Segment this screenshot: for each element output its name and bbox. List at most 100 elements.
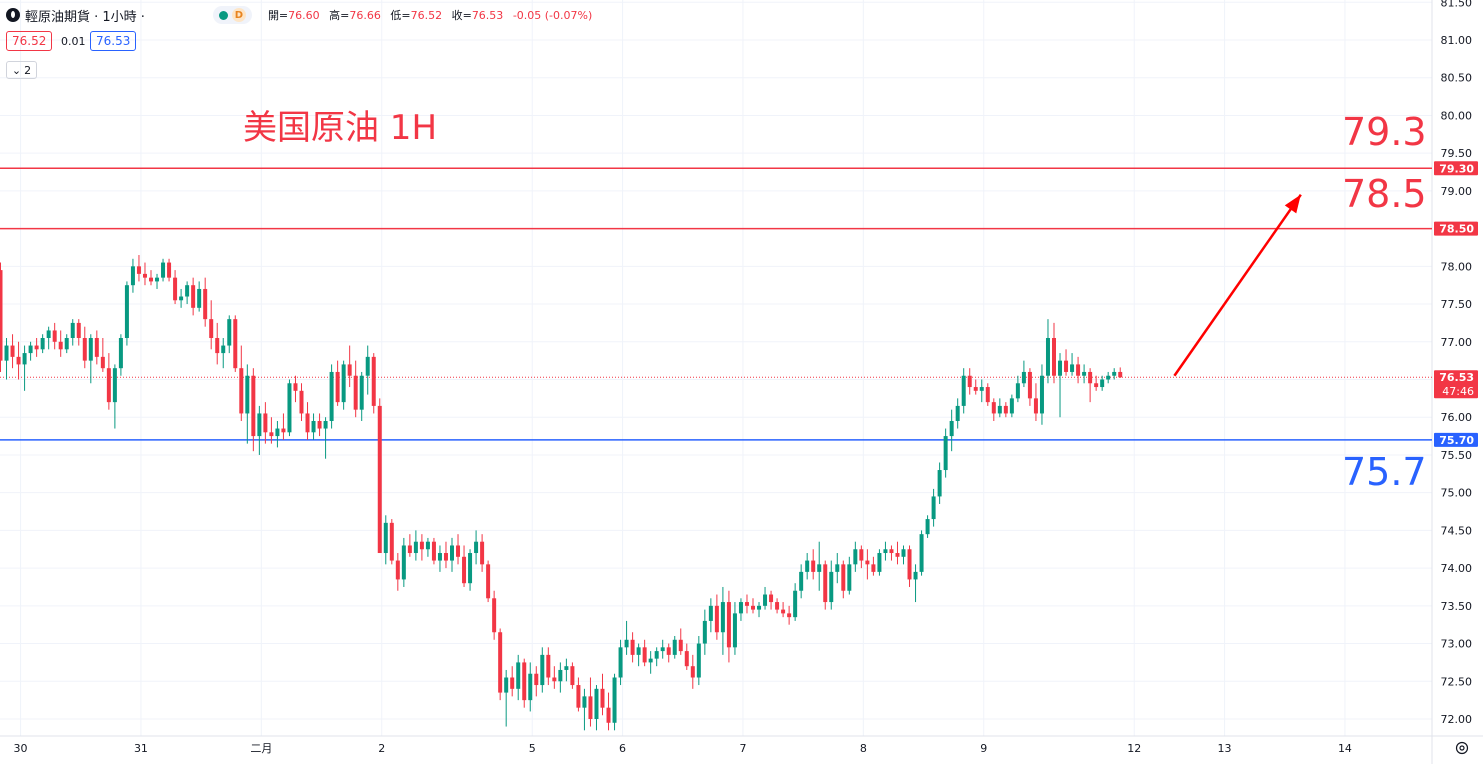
level-label-mid: 78.5 bbox=[1342, 172, 1427, 216]
candle-body bbox=[401, 545, 406, 580]
market-status[interactable]: D bbox=[212, 6, 252, 24]
candle-body bbox=[28, 345, 33, 354]
x-tick-label: 5 bbox=[529, 742, 536, 755]
candle-body bbox=[516, 662, 521, 689]
symbol-title[interactable]: 輕原油期貨 · 1小時 · bbox=[25, 9, 145, 25]
candle-body bbox=[991, 402, 996, 414]
candle-body bbox=[450, 545, 454, 561]
candle-body bbox=[118, 338, 123, 369]
candle-body bbox=[540, 654, 545, 686]
level-price-tag bbox=[1434, 161, 1478, 176]
candle-body bbox=[1082, 371, 1087, 376]
candle-body bbox=[805, 560, 810, 572]
x-tick-label: 30 bbox=[14, 742, 28, 755]
x-tick-label: 7 bbox=[739, 742, 746, 755]
candle-body bbox=[425, 541, 430, 550]
candle-body bbox=[64, 338, 69, 350]
candle-body bbox=[209, 319, 214, 339]
candle-body bbox=[696, 643, 701, 678]
candle-body bbox=[552, 677, 557, 682]
y-tick-label: 81.00 bbox=[1441, 34, 1473, 47]
candle-body bbox=[564, 666, 569, 670]
candle-body bbox=[40, 338, 45, 350]
candle-body bbox=[636, 647, 641, 655]
candle-body bbox=[299, 390, 304, 414]
indicators-toggle-button[interactable]: ⌄ 2 bbox=[6, 61, 37, 79]
candle-body bbox=[419, 541, 424, 550]
candle-body bbox=[179, 296, 184, 301]
ohlc-readout: 開=76.60 高=76.66 低=76.52 收=76.53 -0.05 (-… bbox=[267, 9, 593, 22]
candle-body bbox=[269, 432, 274, 437]
level-price-tag bbox=[1434, 221, 1478, 236]
candle-body bbox=[612, 677, 617, 723]
sell-price-button[interactable]: 76.52 bbox=[6, 31, 53, 51]
candle-body bbox=[305, 413, 310, 433]
candle-body bbox=[341, 364, 346, 403]
buy-price-button[interactable]: 76.53 bbox=[90, 31, 137, 51]
candle-body bbox=[16, 356, 21, 365]
candle-body bbox=[660, 647, 665, 652]
candle-body bbox=[1009, 398, 1014, 414]
candle-body bbox=[437, 553, 442, 561]
candle-body bbox=[407, 545, 412, 554]
candle-body bbox=[70, 322, 75, 339]
y-tick-label: 78.00 bbox=[1441, 260, 1473, 273]
x-tick-label: 6 bbox=[619, 742, 626, 755]
candle-body bbox=[666, 647, 671, 655]
candle-body bbox=[203, 288, 208, 320]
candle-body bbox=[1118, 371, 1123, 378]
candle-body bbox=[738, 602, 743, 614]
candle-body bbox=[46, 330, 51, 339]
candle-body bbox=[136, 266, 141, 274]
candle-body bbox=[708, 605, 713, 621]
level-label-high: 79.3 bbox=[1342, 110, 1427, 154]
candle-body bbox=[94, 338, 99, 357]
candle-body bbox=[365, 356, 370, 376]
candle-body bbox=[155, 277, 160, 282]
y-tick-label: 80.50 bbox=[1441, 72, 1473, 85]
candle-body bbox=[124, 285, 129, 339]
candle-body bbox=[558, 669, 563, 682]
candle-body bbox=[883, 549, 888, 554]
candle-body bbox=[576, 685, 581, 708]
candle-body bbox=[1094, 383, 1099, 388]
level-price-label: 79.30 bbox=[1439, 162, 1474, 175]
candle-body bbox=[0, 270, 3, 361]
candle-body bbox=[961, 375, 966, 406]
settings-gear-icon[interactable] bbox=[1454, 740, 1470, 756]
candle-body bbox=[257, 413, 262, 437]
candle-body bbox=[672, 639, 677, 655]
candle-body bbox=[52, 330, 57, 342]
chart-header: 輕原油期貨 · 1小時 · D 開=76.60 高=76.66 低=76.52 … bbox=[6, 4, 598, 26]
spread-value: 0.01 bbox=[61, 35, 86, 48]
candle-body bbox=[383, 522, 388, 554]
candle-body bbox=[726, 602, 731, 648]
projection-arrow-head bbox=[1284, 194, 1301, 214]
chart-annotation-title: 美国原油 1H bbox=[243, 108, 438, 148]
candle-body bbox=[191, 285, 196, 308]
candle-body bbox=[937, 470, 942, 497]
candle-body bbox=[979, 387, 984, 391]
level-price-tag bbox=[1434, 432, 1478, 447]
candle-body bbox=[82, 338, 87, 361]
level-price-label: 78.50 bbox=[1439, 223, 1474, 236]
y-tick-label: 79.00 bbox=[1441, 185, 1473, 198]
y-tick-label: 79.50 bbox=[1441, 147, 1473, 160]
y-tick-label: 76.00 bbox=[1441, 411, 1473, 424]
candle-body bbox=[323, 420, 328, 429]
candle-body bbox=[22, 353, 27, 365]
candle-body bbox=[967, 375, 972, 388]
candle-body bbox=[88, 338, 93, 361]
candle-body bbox=[624, 639, 629, 648]
candle-body bbox=[371, 356, 376, 406]
candle-body bbox=[456, 545, 461, 557]
oil-drop-icon bbox=[6, 8, 20, 22]
candle-body bbox=[239, 368, 244, 414]
change-value: -0.05 (-0.07%) bbox=[512, 9, 593, 22]
y-tick-label: 81.50 bbox=[1441, 0, 1473, 9]
candle-body bbox=[793, 590, 798, 618]
candle-body bbox=[474, 541, 479, 554]
candle-body bbox=[973, 387, 978, 391]
candle-body bbox=[227, 319, 232, 346]
